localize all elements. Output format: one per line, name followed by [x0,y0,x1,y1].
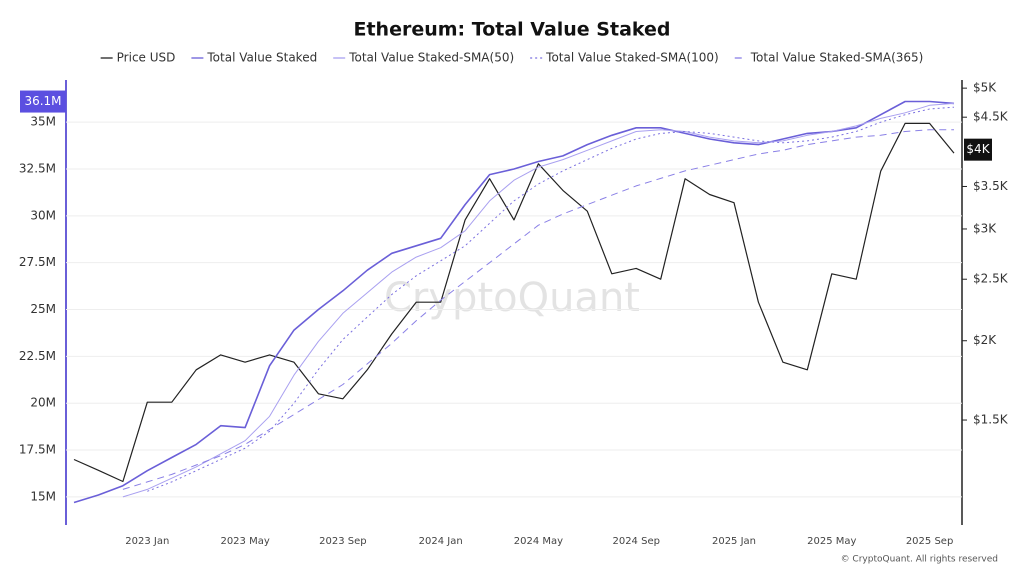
y-tick-label: 27.5M [19,255,56,269]
x-tick-label: 2025 Jan [712,536,756,547]
y-tick-label: 25M [30,302,56,316]
y2-tick-label: $4.5K [973,110,1009,124]
y2-tick-label: $3K [973,221,997,235]
footer: © CryptoQuant. All rights reserved [841,555,998,565]
x-tick-label: 2023 May [220,536,269,547]
y-tick-label: 15M [30,489,56,503]
legend-label: Price USD [117,51,176,65]
y2-tick-label: $2K [973,333,997,347]
series-line [147,106,955,492]
series-line [122,102,955,498]
x-tick-label: 2024 Sep [612,536,659,547]
current-y2-box [964,138,992,161]
y2-tick-label: $2.5K [973,272,1009,286]
series-line [122,129,954,490]
y-tick-label: 32.5M [19,162,56,176]
x-tick-label: 2025 Sep [906,536,953,547]
series-line [73,100,955,504]
y-tick-label: 30M [30,208,56,222]
y2-tick-label: $5K [973,81,997,95]
y-tick-label: 22.5M [19,349,56,363]
x-tick-label: 2025 May [807,536,856,547]
y2-tick-label: $1.5K [973,413,1009,427]
x-tick-label: 2024 May [514,536,563,547]
watermark: CryptoQuant [384,275,640,321]
y-tick-label: 35M [30,115,56,129]
x-tick-label: 2023 Sep [319,536,366,547]
legend-label: Total Value Staked-SMA(50) [348,51,514,65]
y-tick-label: 20M [30,396,56,410]
current-y-box [20,90,66,113]
legend-label: Total Value Staked-SMA(365) [750,51,924,65]
series-line [73,122,955,483]
x-tick-label: 2024 Jan [419,536,463,547]
chart-title: Ethereum: Total Value Staked [353,19,670,41]
x-tick-label: 2023 Jan [125,536,169,547]
y2-tick-label: $3.5K [973,179,1009,193]
y-tick-label: 17.5M [19,443,56,457]
current-y-label: 36.1M [24,94,61,108]
legend-label: Total Value Staked [206,51,317,65]
current-y2-label: $4K [966,142,990,156]
legend-label: Total Value Staked-SMA(100) [545,51,719,65]
